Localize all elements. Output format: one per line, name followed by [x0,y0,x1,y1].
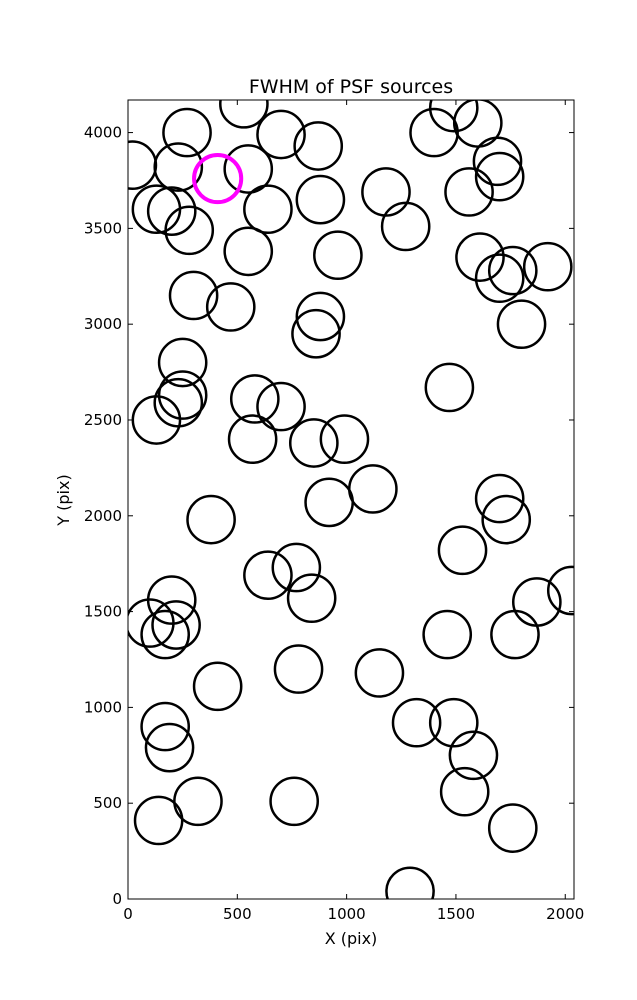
source-marker [157,337,208,388]
source-marker [286,573,337,624]
source-marker [243,550,293,601]
source-marker [131,395,182,445]
source-marker [153,142,204,192]
source-marker [385,866,435,899]
x-tick-label: 2000 [546,905,584,923]
chart-title: FWHM of PSF sources [249,76,453,98]
source-marker [546,565,574,616]
source-marker [474,151,525,202]
source-marker [273,644,324,694]
source-marker [164,205,215,256]
source-marker [474,473,525,524]
source-marker [313,230,363,281]
source-marker [205,282,256,332]
y-tick-label: 2000 [84,507,122,525]
plot-frame [127,99,575,900]
source-marker [227,414,278,464]
highlighted-source-marker [192,152,244,205]
source-marker [422,609,473,660]
source-marker [243,184,293,235]
x-tick-label: 500 [223,905,252,923]
source-marker [291,308,341,359]
source-marker [437,525,488,576]
source-marker [490,609,540,660]
source-marker [223,144,274,194]
source-marker [295,291,346,342]
source-marker [162,107,212,158]
y-tick-label: 2500 [84,411,122,429]
y-axis: 0 500 1000 1500 2000 2500 3000 3500 4000 [84,124,574,908]
y-tick-label: 1500 [84,603,122,621]
plot-area [128,100,574,899]
source-marker [448,730,499,781]
source-marker [496,299,547,350]
x-tick-label: 0 [123,905,133,923]
source-marker [128,140,158,190]
source-marker [128,598,175,648]
source-marker [428,697,479,748]
x-tick-label: 1500 [437,905,475,923]
y-tick-label: 3500 [84,219,122,237]
source-marker [256,381,306,432]
source-marker [269,776,319,827]
source-marker [511,577,562,627]
source-marker [271,542,322,593]
y-tick-label: 500 [93,794,122,812]
source-marker [295,174,346,225]
source-marker [293,121,344,171]
source-marker [223,226,274,277]
source-marker [186,494,236,545]
y-tick-label: 0 [112,890,122,908]
x-axis: 0 500 1000 1500 2000 [123,100,584,923]
source-marker [133,795,184,846]
source-marker [424,362,475,413]
source-marker [288,418,339,468]
source-marker [256,109,306,160]
source-marker [219,100,269,129]
y-tick-label: 1000 [84,698,122,716]
source-marker [319,414,370,464]
source-marker [151,600,201,650]
x-tick-label: 1000 [328,905,366,923]
source-marker [487,803,538,853]
source-marker [444,167,494,217]
x-axis-label: X (pix) [325,929,378,948]
source-marker [168,270,219,321]
source-marker [522,241,573,292]
source-marker [455,232,505,282]
y-tick-label: 4000 [84,124,122,142]
source-marker [354,648,405,698]
source-marker [348,464,398,514]
source-marker [472,136,523,187]
source-marker [409,107,459,158]
source-marker [481,494,532,545]
source-marker [487,245,538,296]
source-marker [157,370,208,420]
source-marker [474,253,525,304]
source-marker [439,766,490,817]
source-marker [144,722,195,773]
source-marker [304,477,354,528]
source-marker [391,697,442,748]
source-marker [361,167,411,217]
source-marker [146,186,197,236]
y-axis-label: Y (pix) [54,474,73,526]
source-marker [380,201,431,252]
source-marker [229,374,280,424]
source-marker [428,100,479,133]
source-marker [140,701,191,752]
source-marker [140,609,191,660]
source-marker [192,661,243,712]
y-tick-label: 3000 [84,315,122,333]
